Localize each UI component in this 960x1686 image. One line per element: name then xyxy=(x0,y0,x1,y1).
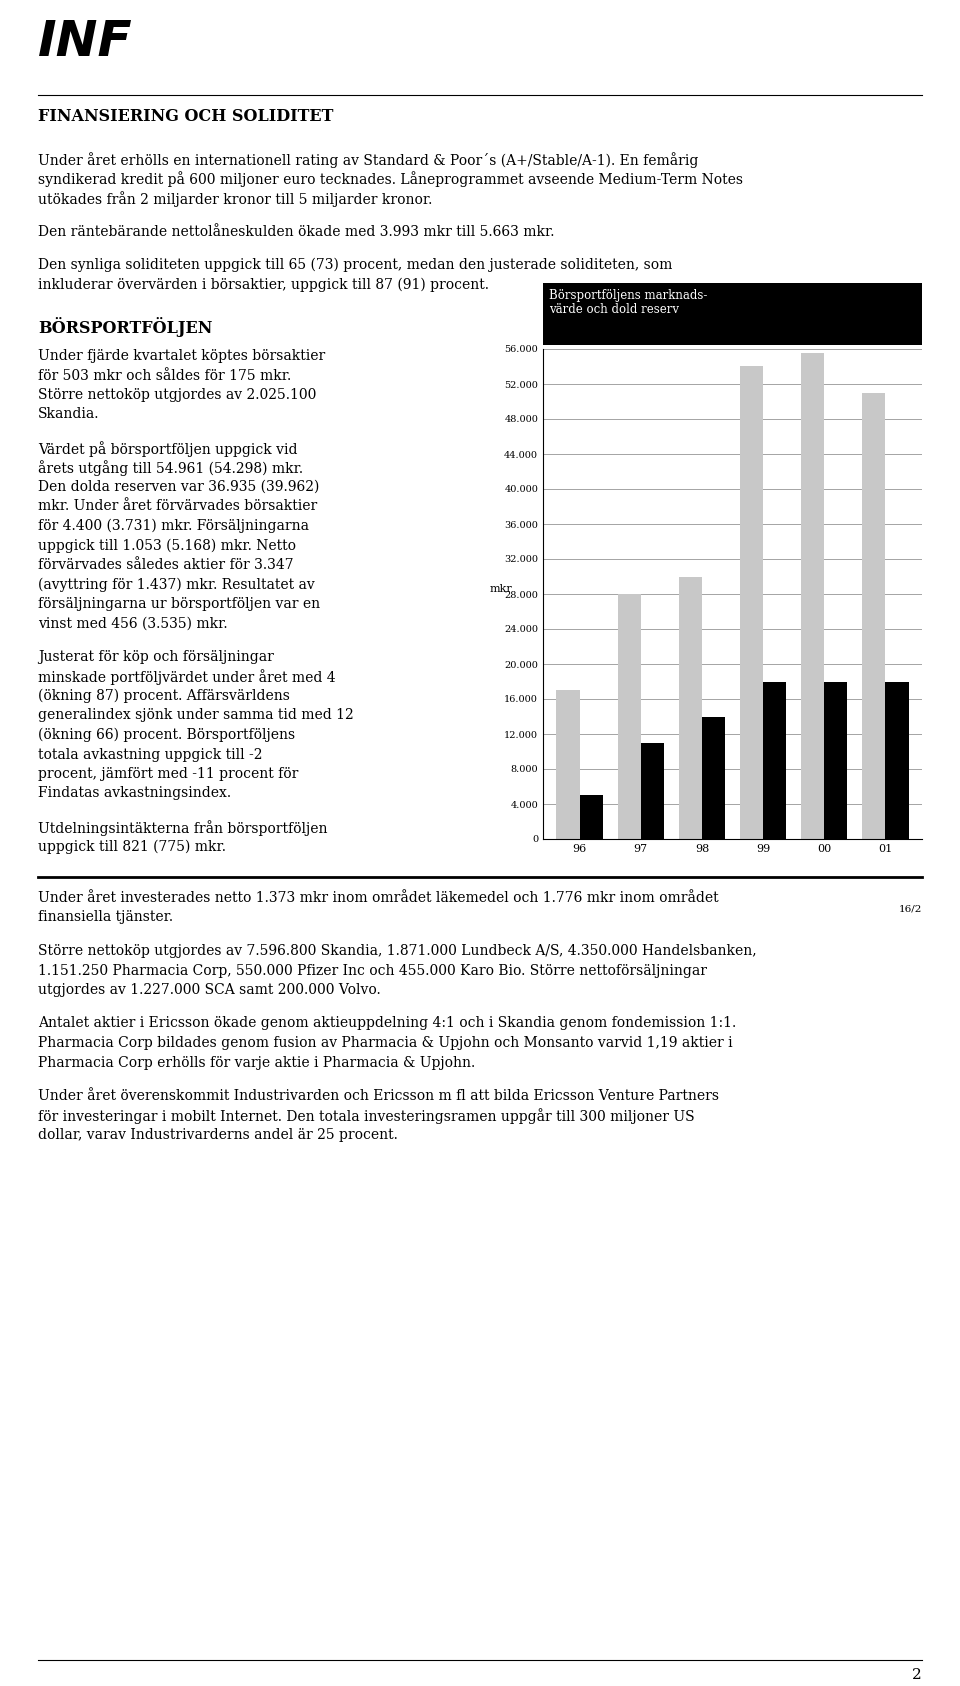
Text: Under året erhölls en internationell rating av Standard & Poor´s (A+/Stable/A-1): Under året erhölls en internationell rat… xyxy=(38,152,698,169)
Bar xyxy=(563,356,571,362)
Text: utökades från 2 miljarder kronor till 5 miljarder kronor.: utökades från 2 miljarder kronor till 5 … xyxy=(38,191,432,207)
Text: 2: 2 xyxy=(912,1667,922,1683)
Text: uppgick till 1.053 (5.168) mkr. Netto: uppgick till 1.053 (5.168) mkr. Netto xyxy=(38,538,296,553)
Text: syndikerad kredit på 600 miljoner euro tecknades. Låneprogrammet avseende Medium: syndikerad kredit på 600 miljoner euro t… xyxy=(38,172,743,187)
Text: INF: INF xyxy=(38,19,132,66)
Text: dollar, varav Industrivarderns andel är 25 procent.: dollar, varav Industrivarderns andel är … xyxy=(38,1128,397,1141)
Bar xyxy=(801,354,825,840)
Y-axis label: mkr: mkr xyxy=(490,583,513,593)
Text: generalindex sjönk under samma tid med 12: generalindex sjönk under samma tid med 1… xyxy=(38,708,353,723)
Bar xyxy=(862,393,885,840)
Text: Dold reserv: Dold reserv xyxy=(575,356,640,364)
Text: Den dolda reserven var 36.935 (39.962): Den dolda reserven var 36.935 (39.962) xyxy=(38,481,320,494)
Text: Findatas avkastningsindex.: Findatas avkastningsindex. xyxy=(38,786,231,801)
Text: Utdelningsintäkterna från börsportföljen: Utdelningsintäkterna från börsportföljen xyxy=(38,819,327,836)
Text: mkr. Under året förvärvades börsaktier: mkr. Under året förvärvades börsaktier xyxy=(38,499,317,514)
Text: totala avkastning uppgick till -2: totala avkastning uppgick till -2 xyxy=(38,747,262,762)
Bar xyxy=(885,681,908,840)
Text: förvärvades således aktier för 3.347: förvärvades således aktier för 3.347 xyxy=(38,558,294,572)
Text: Under året överenskommit Industrivarden och Ericsson m fl att bilda Ericsson Ven: Under året överenskommit Industrivarden … xyxy=(38,1089,719,1103)
Text: Större nettoköp utgjordes av 2.025.100: Större nettoköp utgjordes av 2.025.100 xyxy=(38,388,317,401)
Bar xyxy=(763,681,786,840)
Text: Pharmacia Corp erhölls för varje aktie i Pharmacia & Upjohn.: Pharmacia Corp erhölls för varje aktie i… xyxy=(38,1055,475,1069)
Text: inkluderar övervärden i börsaktier, uppgick till 87 (91) procent.: inkluderar övervärden i börsaktier, uppg… xyxy=(38,278,489,292)
Text: (ökning 87) procent. Affärsvärldens: (ökning 87) procent. Affärsvärldens xyxy=(38,690,290,703)
Text: för 4.400 (3.731) mkr. Försäljningarna: för 4.400 (3.731) mkr. Försäljningarna xyxy=(38,519,309,533)
Text: för 503 mkr och såldes för 175 mkr.: för 503 mkr och såldes för 175 mkr. xyxy=(38,369,291,383)
Text: BÖRSPORTFÖLJEN: BÖRSPORTFÖLJEN xyxy=(38,317,212,337)
Text: finansiella tjänster.: finansiella tjänster. xyxy=(38,910,173,924)
Text: Bokfört värde: Bokfört värde xyxy=(575,371,653,381)
Text: värde och dold reserv: värde och dold reserv xyxy=(549,303,679,315)
Text: FINANSIERING OCH SOLIDITET: FINANSIERING OCH SOLIDITET xyxy=(38,108,333,125)
Text: mkr: mkr xyxy=(553,388,576,396)
Bar xyxy=(740,366,763,840)
Text: Under året investerades netto 1.373 mkr inom området läkemedel och 1.776 mkr ino: Under året investerades netto 1.373 mkr … xyxy=(38,890,719,905)
Text: (ökning 66) procent. Börsportföljens: (ökning 66) procent. Börsportföljens xyxy=(38,728,295,742)
Text: Justerat för köp och försäljningar: Justerat för köp och försäljningar xyxy=(38,651,274,664)
Text: utgjordes av 1.227.000 SCA samt 200.000 Volvo.: utgjordes av 1.227.000 SCA samt 200.000 … xyxy=(38,983,381,996)
Text: Den räntebärande nettolåneskulden ökade med 3.993 mkr till 5.663 mkr.: Den räntebärande nettolåneskulden ökade … xyxy=(38,224,555,238)
Text: 16/2: 16/2 xyxy=(899,905,922,914)
Text: Större nettoköp utgjordes av 7.596.800 Skandia, 1.871.000 Lundbeck A/S, 4.350.00: Större nettoköp utgjordes av 7.596.800 S… xyxy=(38,944,756,958)
Text: Pharmacia Corp bildades genom fusion av Pharmacia & Upjohn och Monsanto varvid 1: Pharmacia Corp bildades genom fusion av … xyxy=(38,1035,732,1050)
Text: minskade portföljvärdet under året med 4: minskade portföljvärdet under året med 4 xyxy=(38,669,336,686)
Text: Under fjärde kvartalet köptes börsaktier: Under fjärde kvartalet köptes börsaktier xyxy=(38,349,325,362)
Text: Den synliga soliditeten uppgick till 65 (73) procent, medan den justerade solidi: Den synliga soliditeten uppgick till 65 … xyxy=(38,258,672,273)
Bar xyxy=(702,717,725,840)
Text: (avyttring för 1.437) mkr. Resultatet av: (avyttring för 1.437) mkr. Resultatet av xyxy=(38,578,315,592)
Text: Skandia.: Skandia. xyxy=(38,408,100,422)
Bar xyxy=(641,744,664,840)
Bar xyxy=(563,371,571,379)
Text: årets utgång till 54.961 (54.298) mkr.: årets utgång till 54.961 (54.298) mkr. xyxy=(38,460,303,477)
Text: 1.151.250 Pharmacia Corp, 550.000 Pfizer Inc och 455.000 Karo Bio. Större nettof: 1.151.250 Pharmacia Corp, 550.000 Pfizer… xyxy=(38,963,707,978)
Bar xyxy=(617,593,641,840)
Bar xyxy=(543,283,922,346)
Text: Börsportföljens marknads-: Börsportföljens marknads- xyxy=(549,288,708,302)
Text: försäljningarna ur börsportföljen var en: försäljningarna ur börsportföljen var en xyxy=(38,597,320,610)
Text: uppgick till 821 (775) mkr.: uppgick till 821 (775) mkr. xyxy=(38,840,226,853)
Bar xyxy=(679,577,702,840)
Text: för investeringar i mobilt Internet. Den totala investeringsramen uppgår till 30: för investeringar i mobilt Internet. Den… xyxy=(38,1108,695,1125)
Bar xyxy=(580,796,603,840)
Text: Antalet aktier i Ericsson ökade genom aktieuppdelning 4:1 och i Skandia genom fo: Antalet aktier i Ericsson ökade genom ak… xyxy=(38,1017,736,1030)
Text: vinst med 456 (3.535) mkr.: vinst med 456 (3.535) mkr. xyxy=(38,617,228,631)
Bar xyxy=(557,690,580,840)
Text: procent, jämfört med -11 procent för: procent, jämfört med -11 procent för xyxy=(38,767,299,781)
Bar xyxy=(825,681,848,840)
Text: Värdet på börsportföljen uppgick vid: Värdet på börsportföljen uppgick vid xyxy=(38,442,298,457)
